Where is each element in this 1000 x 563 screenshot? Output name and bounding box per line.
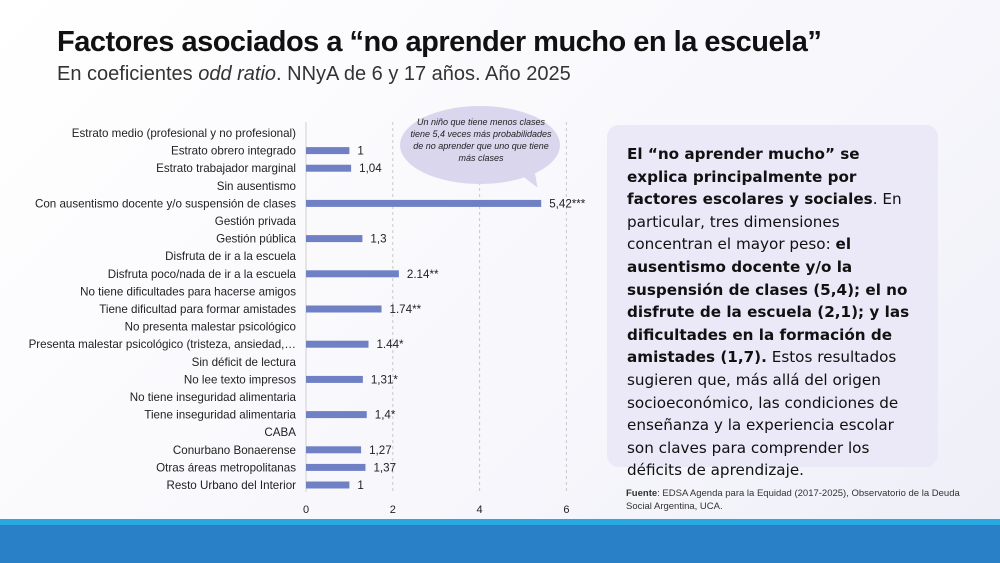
category-label: Conurbano Bonaerense xyxy=(173,444,296,457)
bar xyxy=(306,235,363,243)
bar xyxy=(306,463,366,471)
category-label: Disfruta de ir a la escuela xyxy=(165,250,296,263)
footer-stripe xyxy=(0,519,1000,525)
data-label: 1 xyxy=(357,479,363,492)
data-label: 1,3 xyxy=(370,233,386,246)
summary-textbox: El “no aprender mucho” se explica princi… xyxy=(607,125,938,479)
x-tick-label: 6 xyxy=(563,504,569,516)
source-text: : EDSA Agenda para la Equidad (2017-2025… xyxy=(626,488,960,512)
category-label: Gestión privada xyxy=(215,215,297,228)
category-label: No presenta malestar psicológico xyxy=(125,321,296,334)
category-label: Gestión pública xyxy=(216,233,296,246)
data-label: 1,04 xyxy=(359,162,382,175)
data-label: 1.74** xyxy=(390,303,422,316)
slide-subtitle: En coeficientes odd ratio. NNyA de 6 y 1… xyxy=(57,63,571,86)
x-tick-label: 0 xyxy=(303,504,309,516)
category-label: Tiene dificultad para formar amistades xyxy=(99,303,296,316)
source-label: Fuente xyxy=(626,488,658,499)
category-label: Resto Urbano del Interior xyxy=(166,479,296,492)
category-label: Otras áreas metropolitanas xyxy=(156,461,296,474)
data-label: 1,27 xyxy=(369,444,392,457)
subtitle-pre: En coeficientes xyxy=(57,63,199,85)
summary-text-1: . En particular, tres dimensiones concen… xyxy=(627,190,902,254)
bar xyxy=(306,481,350,489)
bar xyxy=(306,164,352,172)
data-label: 1,31* xyxy=(371,373,399,386)
category-label: No tiene inseguridad alimentaria xyxy=(130,391,297,404)
callout-text: Un niño que tiene menos clases tiene 5,4… xyxy=(410,117,552,163)
callout-bubble xyxy=(400,106,560,184)
data-label: 1,4* xyxy=(375,409,396,422)
category-label: Estrato obrero integrado xyxy=(171,145,296,158)
data-label: 1 xyxy=(357,145,363,158)
bar xyxy=(306,375,363,383)
x-tick-label: 2 xyxy=(390,504,396,516)
category-label: No tiene dificultades para hacerse amigo… xyxy=(80,285,296,298)
footer-band xyxy=(0,525,1000,563)
bar xyxy=(306,411,367,419)
data-label: 1.44* xyxy=(376,338,404,351)
source-note: Fuente: EDSA Agenda para la Equidad (201… xyxy=(626,487,966,513)
subtitle-post: . NNyA de 6 y 17 años. Año 2025 xyxy=(276,63,571,85)
odds-ratio-bar-chart: 0 2 4 6 Estrato medio (profesional y no prof… xyxy=(29,122,586,516)
data-label: 1,37 xyxy=(373,461,396,474)
category-label: No lee texto impresos xyxy=(184,373,296,386)
category-label: Presenta malestar psicológico (tristeza,… xyxy=(29,338,296,351)
category-label: Sin déficit de lectura xyxy=(192,356,297,369)
category-label: Estrato trabajador marginal xyxy=(156,162,296,175)
bar xyxy=(306,270,399,278)
category-label: Estrato medio (profesional y no profesio… xyxy=(72,127,296,140)
summary-bold-1: El “no aprender mucho” se explica princi… xyxy=(627,145,873,209)
summary-bold-2: el ausentismo docente y/o la suspensión … xyxy=(627,235,910,367)
category-label: Disfruta poco/nada de ir a la escuela xyxy=(108,268,297,281)
bar xyxy=(306,305,382,313)
bar xyxy=(306,147,350,155)
category-label: CABA xyxy=(264,426,296,439)
bar xyxy=(306,340,369,348)
data-label: 5,42*** xyxy=(549,197,586,210)
summary-text-2: Estos resultados sugieren que, más allá … xyxy=(627,348,899,480)
bar xyxy=(306,446,362,454)
slide-title: Factores asociados a “no aprender mucho … xyxy=(57,26,822,58)
category-label: Con ausentismo docente y/o suspensión de… xyxy=(35,197,296,210)
bar xyxy=(306,199,542,207)
category-label: Tiene inseguridad alimentaria xyxy=(144,409,296,422)
data-label: 2.14** xyxy=(407,268,439,281)
x-tick-label: 4 xyxy=(477,504,483,516)
subtitle-italic: odd ratio xyxy=(198,63,277,85)
category-label: Sin ausentismo xyxy=(217,180,296,193)
